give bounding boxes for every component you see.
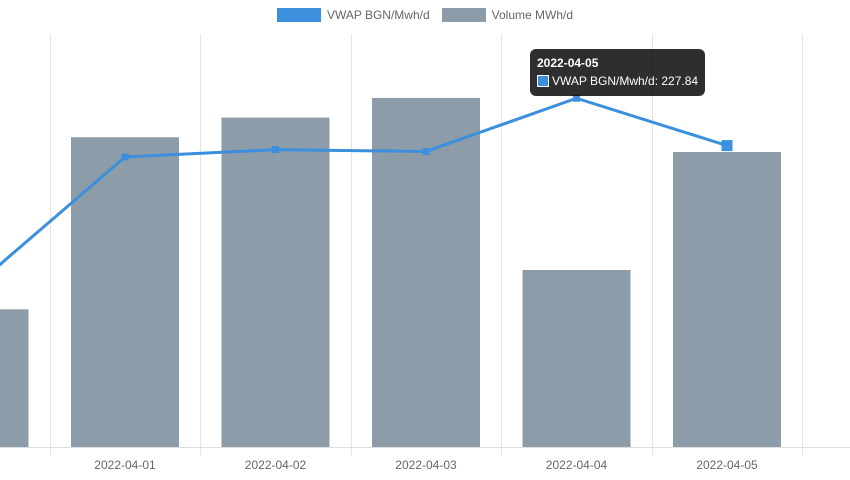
legend-label-vwap: VWAP BGN/Mwh/d [326,8,430,22]
grid-lines [0,34,850,455]
vwap-point [121,153,129,161]
x-tick-label: 2022-04-05 [696,458,758,472]
x-tick-label: 2022-04-04 [546,458,608,472]
volume-bar [522,270,631,447]
vwap-point-active [721,140,733,152]
vwap-point [422,147,430,155]
legend-swatch-vwap [276,8,321,22]
legend-swatch-volume [441,8,486,22]
volume-bar [71,137,179,447]
legend-label-volume: Volume MWh/d [491,8,574,22]
tooltip-row: VWAP BGN/Mwh/d: 227.84 [537,73,698,89]
tooltip-label: VWAP BGN/Mwh/d: 227.84 [552,74,699,88]
tooltip-swatch [537,75,549,87]
chart-tooltip: 2022-04-05 VWAP BGN/Mwh/d: 227.84 [530,49,706,96]
vwap-point [272,146,279,154]
tooltip-title: 2022-04-05 [537,56,599,70]
x-tick-label: 2022-04-01 [94,458,156,472]
x-tick-label: 2022-04-03 [395,458,457,472]
legend-item-vwap[interactable]: VWAP BGN/Mwh/d [276,8,430,22]
vwap-point [573,94,580,102]
volume-bar [0,309,29,447]
x-axis: 12022-04-012022-04-022022-04-032022-04-0… [94,458,758,472]
volume-bar [673,152,781,447]
chart-legend: VWAP BGN/Mwh/d Volume MWh/d [0,8,850,22]
volume-bars [0,97,781,448]
volume-bar [221,117,330,447]
vwap-line [0,94,733,267]
legend-item-volume[interactable]: Volume MWh/d [441,8,574,22]
vwap-series-line [0,96,728,267]
volume-bar [372,97,480,448]
x-tick-label: 2022-04-02 [245,458,307,472]
